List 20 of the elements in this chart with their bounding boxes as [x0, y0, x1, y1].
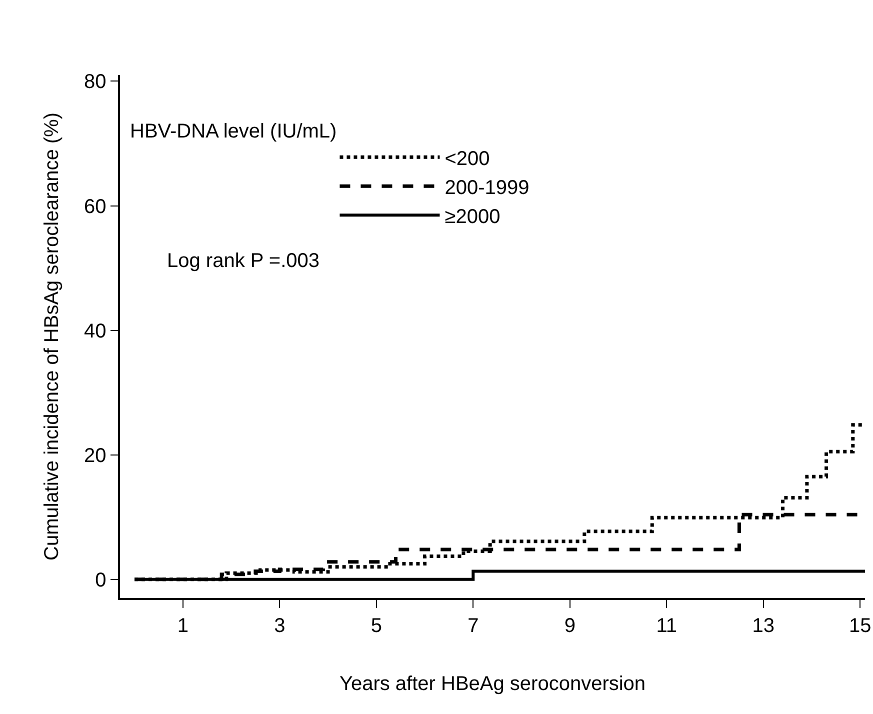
x-tick-label: 15	[849, 614, 872, 637]
x-tick-label: 11	[656, 614, 678, 637]
y-tick-label: 80	[84, 71, 106, 94]
x-tick-label: 3	[274, 614, 286, 637]
legend-label: 200-1999	[444, 176, 530, 199]
x-tick-label: 5	[370, 614, 382, 637]
y-tick-label: 60	[84, 196, 106, 218]
x-tick-label: 1	[177, 614, 188, 637]
x-tick-label: 7	[468, 614, 479, 637]
legend-label: <200	[444, 148, 490, 170]
legend-label: ≥2000	[444, 206, 500, 228]
x-tick-label: 13	[752, 614, 775, 637]
annotation: Log rank P =.003	[167, 250, 320, 272]
x-tick-label: 9	[564, 614, 576, 637]
y-tick-label: 0	[95, 569, 106, 592]
x-axis-title: Years after HBeAg seroconversion	[339, 672, 646, 695]
y-axis-title: Cumulative incidence of HBsAg seroclearance (%)	[41, 112, 63, 560]
y-tick-label: 20	[84, 444, 106, 467]
y-tick-label: 40	[84, 320, 106, 342]
legend-title: HBV-DNA level (IU/mL)	[130, 120, 337, 143]
